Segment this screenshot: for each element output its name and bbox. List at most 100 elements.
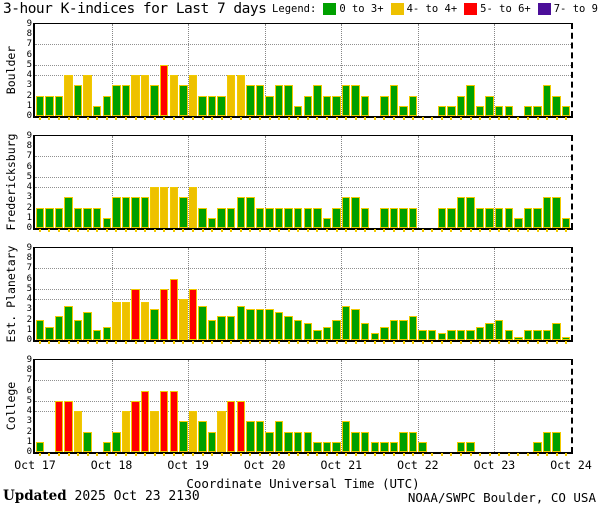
y-tick-label: 9: [26, 131, 32, 141]
k-bar: [475, 106, 485, 116]
baseline-tick: [268, 229, 271, 232]
day-gridline: [341, 24, 342, 116]
k-bar: [150, 411, 159, 452]
k-bar: [179, 85, 188, 116]
k-bar: [542, 197, 552, 228]
baseline-tick: [325, 117, 328, 120]
k-bar: [418, 330, 427, 340]
y-gridline-4: [35, 75, 571, 76]
k-bar: [35, 320, 45, 340]
green-legend-swatch: [323, 3, 337, 15]
k-bar: [121, 302, 131, 340]
day-gridline: [341, 136, 342, 228]
k-bar: [179, 421, 188, 452]
k-bar: [150, 309, 159, 340]
baseline-tick: [57, 453, 60, 456]
k-bar: [293, 320, 303, 340]
baseline-tick: [440, 341, 443, 344]
panel-axis: [571, 23, 573, 117]
baseline-tick: [507, 229, 510, 232]
baseline-tick: [115, 453, 118, 456]
baseline-tick: [316, 117, 319, 120]
k-bar: [217, 208, 226, 228]
baseline-tick: [105, 341, 108, 344]
baseline-tick: [345, 453, 348, 456]
baseline-tick: [431, 341, 434, 344]
baseline-tick: [306, 229, 309, 232]
baseline-tick: [488, 453, 491, 456]
baseline-tick: [526, 341, 529, 344]
k-bar: [456, 197, 466, 228]
baseline-tick: [498, 453, 501, 456]
x-tick-label: Oct 24: [550, 458, 592, 472]
y-tick-label: 1: [26, 324, 32, 335]
baseline-tick: [86, 341, 89, 344]
k-bar: [64, 306, 73, 340]
panel-axis: [34, 359, 572, 360]
k-bar: [514, 337, 523, 340]
baseline-tick: [124, 453, 127, 456]
panel-axis: [33, 23, 35, 117]
k-bar: [437, 208, 447, 228]
baseline-tick: [526, 229, 529, 232]
baseline-tick: [450, 453, 453, 456]
k-bar: [408, 432, 418, 452]
k-bar: [466, 330, 475, 340]
panel-axis: [33, 452, 573, 454]
baseline-tick: [77, 453, 80, 456]
k-bar: [303, 432, 313, 452]
baseline-tick: [488, 341, 491, 344]
baseline-tick: [306, 453, 309, 456]
baseline-tick: [517, 117, 520, 120]
baseline-tick: [239, 229, 242, 232]
k-bar: [73, 208, 83, 228]
panel-axis: [33, 340, 573, 342]
k-bar: [246, 421, 255, 452]
k-bar: [255, 208, 265, 228]
baseline-tick: [412, 341, 415, 344]
baseline-tick: [498, 341, 501, 344]
legend-label: Legend:: [272, 3, 317, 15]
baseline-tick: [536, 453, 539, 456]
k-bar: [284, 85, 293, 116]
y-tick-label: 1: [26, 436, 32, 447]
y-tick-label: 3: [26, 192, 32, 203]
k-bar: [504, 208, 514, 228]
y-tick-label: 8: [26, 253, 32, 264]
baseline-tick: [383, 453, 386, 456]
baseline-tick: [335, 341, 338, 344]
baseline-tick: [163, 229, 166, 232]
k-bar: [140, 197, 150, 228]
k-bar: [140, 302, 150, 340]
k-bar: [236, 75, 246, 116]
baseline-tick: [507, 453, 510, 456]
k-bar: [274, 312, 284, 340]
baseline-tick: [96, 229, 99, 232]
baseline-tick: [287, 229, 290, 232]
baseline-tick: [555, 453, 558, 456]
baseline-tick: [105, 117, 108, 120]
baseline-tick: [220, 453, 223, 456]
baseline-tick: [163, 341, 166, 344]
baseline-tick: [249, 341, 252, 344]
k-bar: [226, 316, 236, 340]
baseline-tick: [57, 117, 60, 120]
panel-boulder: 0 1 2 3 4 5 6 7 8 9 Boulder: [4, 20, 573, 121]
baseline-tick: [354, 229, 357, 232]
k-bar: [408, 208, 418, 228]
k-bar: [494, 320, 504, 340]
baseline-tick: [38, 229, 41, 232]
baseline-tick: [431, 117, 434, 120]
baseline-tick: [526, 117, 529, 120]
baseline-tick: [144, 453, 147, 456]
k-bar: [226, 208, 236, 228]
k-bar: [112, 432, 121, 452]
k-bar: [246, 197, 255, 228]
baseline-tick: [134, 341, 137, 344]
baseline-tick: [230, 229, 233, 232]
baseline-tick: [469, 453, 472, 456]
k-bar: [561, 337, 571, 340]
baseline-tick: [124, 229, 127, 232]
y-gridline-7: [35, 268, 571, 269]
y-tick-label: 4: [26, 182, 32, 193]
